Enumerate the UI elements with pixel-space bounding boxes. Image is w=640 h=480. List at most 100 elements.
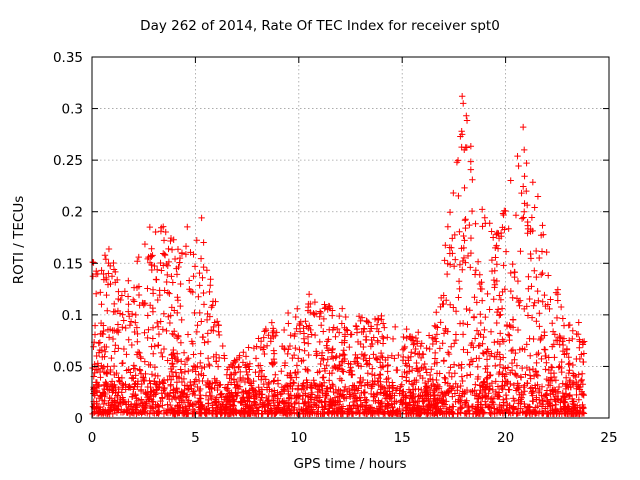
data-point	[512, 212, 520, 219]
data-point	[431, 410, 438, 417]
data-point	[294, 305, 301, 312]
data-point	[450, 304, 457, 311]
data-point	[403, 362, 411, 369]
data-point	[201, 339, 208, 346]
data-point	[521, 173, 528, 180]
data-point	[184, 331, 192, 338]
data-point	[513, 362, 521, 369]
data-point	[135, 291, 143, 299]
data-point	[428, 382, 435, 389]
data-point	[569, 370, 577, 377]
data-point	[473, 327, 481, 334]
data-point	[229, 362, 236, 370]
data-point	[281, 400, 289, 407]
data-point	[335, 405, 343, 412]
data-point	[465, 402, 472, 410]
data-point	[320, 356, 327, 364]
data-point	[98, 347, 106, 354]
data-point	[491, 267, 498, 274]
data-point	[326, 326, 333, 333]
data-point	[329, 397, 336, 404]
data-point	[371, 315, 379, 323]
data-point	[360, 355, 367, 363]
data-point	[180, 349, 188, 357]
data-point	[366, 328, 374, 335]
data-point	[182, 243, 190, 250]
data-point	[377, 403, 385, 411]
data-point	[576, 386, 584, 393]
data-point	[211, 407, 219, 414]
data-point	[359, 376, 367, 384]
data-point	[374, 355, 381, 363]
data-point	[185, 385, 192, 392]
data-point	[311, 410, 318, 417]
data-point	[478, 297, 486, 304]
data-point	[286, 342, 294, 350]
data-point	[421, 379, 429, 387]
data-point	[271, 387, 278, 394]
data-point	[204, 379, 212, 386]
data-point	[541, 291, 548, 299]
data-point	[114, 321, 122, 328]
data-point	[479, 340, 486, 347]
data-point	[182, 251, 190, 258]
x-tick-label: 0	[88, 430, 97, 446]
data-point	[490, 296, 497, 303]
data-point	[146, 301, 154, 309]
data-point	[92, 290, 100, 298]
data-point	[415, 393, 422, 400]
data-point	[336, 361, 343, 369]
data-point	[175, 373, 183, 381]
data-point	[280, 408, 287, 415]
data-point	[136, 349, 143, 357]
data-point	[195, 404, 203, 411]
data-point	[144, 383, 151, 391]
data-point	[533, 318, 540, 325]
data-point	[155, 330, 163, 338]
data-point	[286, 410, 294, 418]
data-point	[278, 384, 286, 391]
data-point	[250, 344, 258, 352]
data-point	[492, 362, 499, 369]
data-point	[162, 228, 169, 236]
data-point	[370, 391, 377, 398]
data-point	[294, 392, 302, 399]
data-point	[102, 256, 110, 263]
data-point	[497, 296, 505, 304]
data-point	[352, 409, 360, 416]
data-point	[446, 244, 453, 251]
data-point	[235, 363, 243, 370]
data-point	[160, 250, 167, 257]
data-point	[215, 354, 223, 362]
data-point	[133, 284, 141, 292]
data-point	[245, 344, 252, 351]
data-point	[336, 352, 343, 360]
data-point	[133, 395, 140, 402]
data-point	[558, 410, 566, 418]
data-point	[171, 394, 178, 401]
data-point	[492, 378, 499, 385]
data-point	[305, 399, 312, 406]
data-point	[492, 254, 499, 261]
data-point	[320, 328, 327, 335]
data-point	[491, 281, 499, 289]
data-point	[173, 379, 181, 386]
data-point	[510, 405, 517, 413]
data-point	[493, 229, 501, 237]
data-point	[467, 371, 474, 378]
data-point	[150, 405, 157, 412]
data-point	[235, 354, 243, 362]
data-point	[409, 405, 416, 413]
data-point	[114, 326, 122, 334]
data-point	[147, 388, 154, 395]
data-point	[111, 381, 118, 389]
data-point	[452, 336, 460, 344]
data-point	[533, 371, 540, 378]
data-point	[458, 245, 465, 252]
data-point	[133, 324, 141, 331]
data-point	[318, 398, 325, 406]
data-point	[450, 403, 457, 410]
data-point	[517, 248, 524, 255]
data-point	[206, 288, 213, 296]
data-point	[209, 402, 216, 409]
